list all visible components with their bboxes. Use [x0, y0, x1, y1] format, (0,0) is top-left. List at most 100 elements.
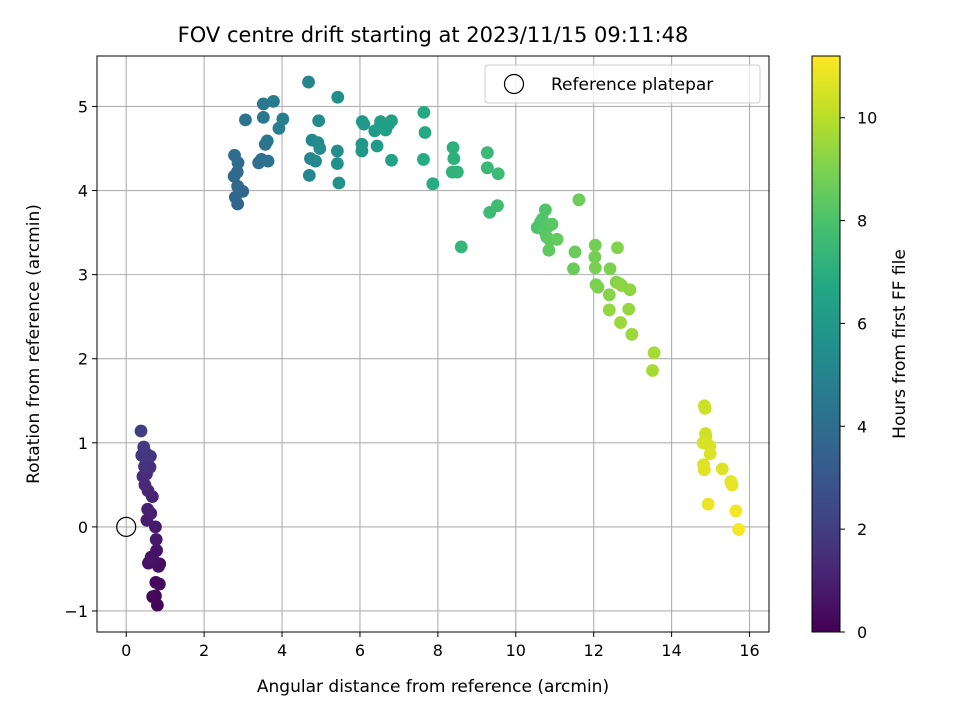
data-point — [588, 238, 602, 252]
colorbar-frame — [811, 55, 841, 633]
data-point — [146, 590, 160, 604]
x-tick-label: 12 — [584, 641, 604, 660]
colorbar: 0 2 4 6 8 10 Hours from first FF file — [811, 55, 910, 642]
x-axis-label: Angular distance from reference (arcmin) — [257, 677, 609, 697]
colorbar-ticks: 0 2 4 6 8 10 — [840, 109, 877, 642]
data-point — [149, 520, 162, 534]
data-point — [313, 142, 327, 155]
data-point — [230, 165, 244, 179]
data-point — [542, 243, 556, 257]
data-point — [545, 217, 559, 231]
data-point — [150, 544, 164, 557]
y-tick-label: 2 — [78, 350, 88, 369]
data-point — [622, 302, 636, 316]
data-point — [355, 137, 369, 151]
data-point — [602, 288, 616, 302]
data-point — [447, 152, 461, 165]
plot-background — [97, 56, 769, 632]
data-point — [446, 141, 460, 155]
data-point — [454, 240, 468, 254]
data-point — [385, 153, 398, 167]
y-tick-label: −1 — [64, 602, 88, 621]
data-point — [332, 176, 346, 190]
data-point — [256, 110, 270, 124]
reference-marker-layer — [116, 516, 137, 537]
colorbar-tick-label: 6 — [857, 314, 867, 333]
data-point — [725, 478, 739, 492]
data-point — [417, 105, 431, 119]
reference-platepar-marker — [116, 516, 137, 537]
chart-title: FOV centre drift starting at 2023/11/15 … — [178, 23, 689, 47]
data-point — [567, 262, 580, 276]
data-point — [701, 497, 715, 511]
data-point — [611, 241, 624, 255]
colorbar-tick-label: 0 — [857, 623, 867, 642]
data-point — [330, 157, 344, 171]
data-point — [331, 90, 345, 104]
y-axis-label: Rotation from reference (arcmin) — [24, 204, 44, 484]
data-point — [602, 303, 616, 317]
data-point — [370, 139, 384, 153]
data-point — [302, 75, 315, 89]
data-points — [134, 75, 746, 612]
data-point — [149, 533, 163, 546]
x-tick-label: 0 — [121, 641, 131, 660]
data-point — [491, 167, 505, 181]
data-point — [330, 144, 344, 158]
data-point — [703, 447, 717, 461]
x-tick-label: 6 — [355, 641, 365, 660]
data-point — [231, 179, 245, 193]
colorbar-label: Hours from first FF file — [890, 249, 910, 439]
data-point — [614, 316, 627, 329]
plot-frame — [96, 55, 770, 633]
data-point — [568, 245, 582, 259]
colorbar-tick-label: 4 — [857, 417, 867, 436]
data-point — [698, 401, 712, 415]
data-point — [623, 283, 637, 297]
data-point — [426, 177, 440, 191]
data-point — [588, 261, 602, 275]
data-point — [260, 134, 274, 148]
data-point — [134, 424, 148, 438]
y-axis-ticks: −1 0 1 2 3 4 5 — [64, 97, 97, 621]
data-point — [603, 262, 617, 276]
data-point — [550, 232, 564, 246]
legend: Reference platepar — [484, 64, 761, 104]
data-point — [228, 148, 241, 162]
legend-marker-reference — [503, 73, 525, 95]
data-point — [591, 280, 605, 294]
data-point — [588, 250, 602, 264]
data-point — [312, 114, 326, 128]
data-point — [417, 153, 430, 166]
data-point — [149, 575, 163, 589]
data-point — [450, 165, 464, 179]
data-point — [729, 504, 743, 518]
x-tick-label: 10 — [506, 641, 526, 660]
y-tick-label: 0 — [78, 518, 88, 537]
legend-label-reference: Reference platepar — [551, 75, 713, 95]
data-point — [261, 154, 275, 168]
data-point — [267, 95, 280, 108]
data-point — [480, 146, 494, 160]
data-point — [418, 126, 432, 139]
colorbar-gradient — [812, 56, 840, 632]
data-point — [697, 463, 711, 477]
data-point — [302, 169, 316, 182]
y-tick-label: 5 — [78, 97, 88, 116]
data-point — [137, 440, 151, 454]
data-point — [538, 203, 552, 217]
colorbar-tick-label: 2 — [857, 520, 867, 539]
data-point — [715, 462, 729, 476]
grid-lines — [97, 56, 769, 632]
x-axis-ticks: 0 2 4 6 8 10 12 14 16 — [121, 632, 760, 660]
y-tick-label: 3 — [78, 266, 88, 285]
data-point — [385, 114, 398, 128]
x-tick-label: 8 — [433, 641, 443, 660]
data-point — [256, 97, 270, 111]
colorbar-tick-label: 8 — [857, 212, 867, 231]
data-point — [625, 327, 639, 341]
data-point — [480, 161, 494, 175]
data-point — [646, 364, 659, 377]
